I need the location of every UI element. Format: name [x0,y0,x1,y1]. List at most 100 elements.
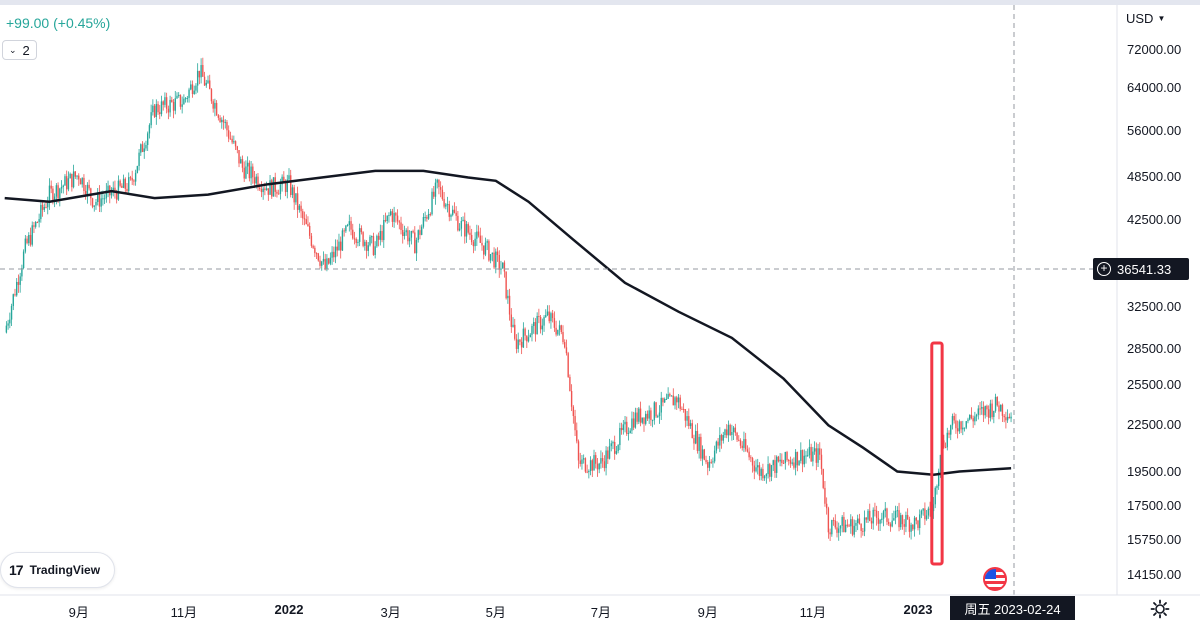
candle [832,517,835,526]
candle [322,251,325,265]
candle [950,424,952,441]
candle [770,464,773,482]
candle [71,173,73,192]
candle [932,496,935,519]
candle [357,239,359,247]
candle [346,223,349,227]
candle [1000,404,1002,412]
price-tick-label: 56000.00 [1127,123,1182,139]
candle [572,405,575,424]
indicators-collapse-button[interactable]: ⌄ 2 [2,40,37,60]
candle [748,447,750,461]
candle [784,451,787,470]
candle [165,92,168,114]
candle [634,407,637,429]
gear-icon[interactable] [1150,599,1170,619]
add-alert-icon[interactable]: + [1097,262,1111,276]
candle [452,205,454,217]
candle [181,96,183,114]
candle [507,289,509,304]
candle [788,458,790,466]
candle [400,216,402,235]
price-tick-label: 25500.00 [1127,376,1182,392]
candle [345,224,347,233]
candle [962,420,964,436]
candle [660,391,662,420]
candle [339,236,342,259]
candle [965,420,967,430]
candle [607,446,609,464]
currency-selector[interactable]: USD ▼ [1126,11,1165,26]
candle [751,456,754,473]
candle [953,412,955,424]
candle [140,143,142,156]
time-tick-label: 9月 [68,605,89,620]
candle [515,334,518,354]
candle [707,460,709,476]
candle [277,189,280,195]
candle [160,95,163,117]
candle [610,440,612,452]
candle [872,507,874,530]
candle [178,92,180,98]
candle [231,135,233,145]
candle [851,516,854,537]
candle [47,196,49,215]
candle [1001,403,1004,422]
candle [901,514,904,530]
candle [860,523,862,538]
candle [91,197,94,209]
candle [33,222,35,234]
candle [925,510,928,521]
candle [722,431,724,444]
candle [7,319,9,330]
candle [631,411,633,435]
candle [12,293,14,311]
candle [645,410,647,426]
candle [65,170,68,196]
candle [627,427,630,441]
candle [374,241,376,259]
candle [943,434,945,449]
candle [565,339,568,356]
candle [353,231,356,245]
candle [1010,412,1012,423]
candle [824,480,826,507]
candle [369,234,371,247]
candle [543,315,545,332]
candle [836,521,838,538]
candle [110,187,113,199]
tradingview-logo[interactable]: 17 TradingView [0,552,115,588]
candle [715,440,718,454]
candle [79,178,82,185]
candle [248,160,251,182]
candle [967,417,969,424]
candle [300,201,302,218]
price-tick-label: 22500.00 [1127,417,1182,433]
candle [522,322,525,348]
candle [981,400,983,415]
top-border [0,0,1200,5]
candle [59,187,61,207]
candle [550,311,552,329]
candle [93,205,95,212]
candle [682,403,685,413]
candle [536,312,538,335]
candle [298,204,301,213]
price-tick-label: 17500.00 [1127,498,1182,514]
candle [501,262,504,269]
candle [191,80,194,98]
candle [724,428,726,438]
us-flag-icon[interactable] [983,567,1007,591]
candle [667,387,669,399]
chevron-down-icon: ▼ [1157,14,1166,23]
candle [874,502,876,517]
candle [577,439,580,469]
time-tick-label: 3月 [380,605,401,620]
candle [26,235,28,245]
candle [689,419,692,429]
time-tick-label: 7月 [590,605,612,620]
candle [744,432,747,452]
candle [493,247,495,270]
